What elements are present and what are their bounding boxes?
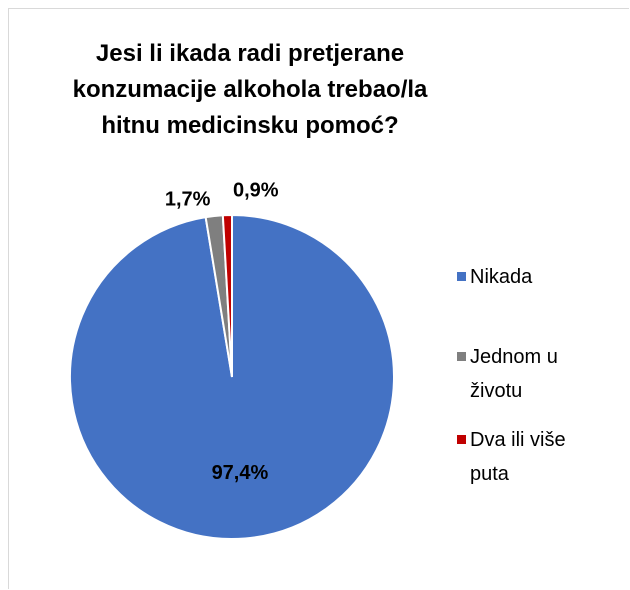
legend-entry: Nikada	[457, 260, 610, 294]
legend-swatch	[457, 435, 466, 444]
legend-entry: Dva ili više puta	[457, 423, 610, 491]
data-label: 97,4%	[212, 462, 269, 484]
data-label: 0,9%	[233, 179, 279, 201]
legend-label: Dva ili više puta	[470, 429, 566, 485]
legend-swatch	[457, 352, 466, 361]
chart-frame	[8, 8, 629, 589]
data-label: 1,7%	[165, 188, 211, 210]
chart-title: Jesi li ikada radi pretjerane konzumacij…	[72, 40, 428, 139]
legend-label: Jednom u životu	[470, 346, 558, 402]
legend-entry: Jednom u životu	[457, 340, 610, 408]
legend-label: Nikada	[470, 266, 533, 288]
legend-swatch	[457, 272, 466, 281]
pie-slice	[221, 213, 233, 378]
